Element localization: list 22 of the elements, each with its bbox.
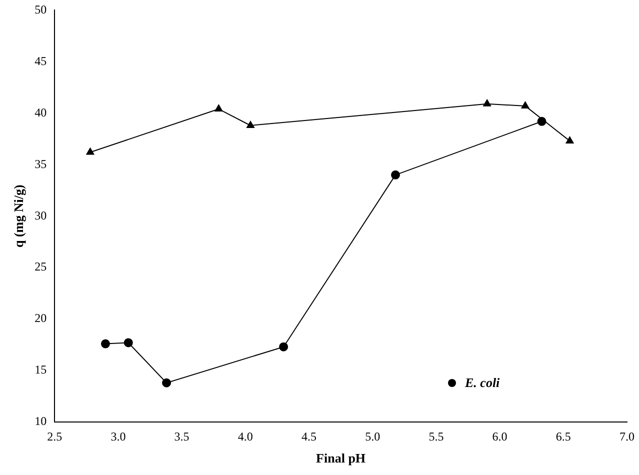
x-tick-label: 5.0 [365, 429, 380, 444]
y-tick-label: 25 [34, 260, 47, 274]
x-tick-label: 3.5 [174, 429, 190, 444]
x-tick-label: 4.0 [238, 429, 253, 444]
y-tick-label: 50 [34, 2, 47, 16]
y-axis-title: q (mg Ni/g) [11, 184, 26, 248]
x-tick-label: 7.0 [620, 429, 634, 444]
y-tick-label: 30 [34, 208, 47, 222]
y-tick-label: 45 [34, 54, 47, 68]
x-tick-label: 6.0 [492, 429, 508, 444]
y-tick-label: 20 [34, 311, 47, 326]
legend-label: E. coli [465, 375, 500, 391]
x-tick-label: 4.5 [302, 429, 316, 444]
x-tick-label: 3.0 [110, 429, 126, 444]
x-tick-label: 6.5 [556, 429, 571, 444]
y-tick-label: 40 [34, 105, 47, 120]
y-tick-label: 15 [34, 362, 47, 377]
y-tick-label: 35 [34, 156, 47, 171]
x-tick-label: 5.5 [428, 429, 444, 444]
y-tick-label: 10 [34, 414, 47, 428]
x-tick-label: 2.5 [47, 429, 62, 444]
x-axis-title: Final pH [316, 450, 366, 466]
